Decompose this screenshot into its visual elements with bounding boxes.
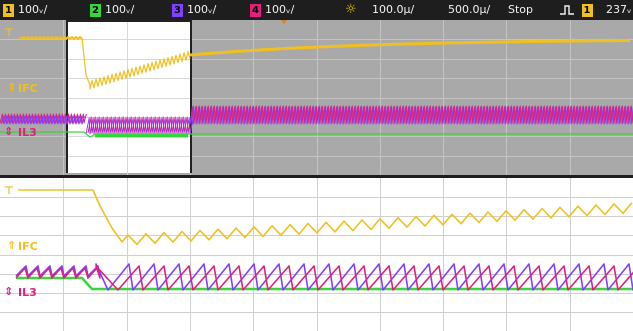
zoom-ifc-label-arrow: ⇑: [7, 239, 16, 252]
zoom-timebase[interactable]: 500.0µ/: [448, 2, 490, 18]
channel-2-badge: 2: [90, 3, 101, 17]
main-ch1-trace-recovery: [189, 39, 630, 57]
trigger-source-badge: 1: [581, 3, 593, 17]
zoom-waveform-plot: ⊤ ⇑ IFC ⇕ IL3: [0, 178, 633, 331]
run-state[interactable]: Stop: [508, 2, 533, 18]
main-ifc-label: IFC: [18, 82, 38, 95]
zoom-window-top-border: [66, 20, 192, 22]
main-il3-label: IL3: [18, 126, 37, 139]
main-ch4-band: [190, 105, 633, 124]
channel-1-badge: 1: [3, 3, 14, 17]
zoom-ch1-ground-marker: ⊤: [4, 184, 14, 197]
channel-2-scale-value: 100ᵥ/: [105, 3, 135, 16]
channel-1-scale[interactable]: 1 100ᵥ/: [3, 2, 47, 18]
zoom-ifc-label: IFC: [18, 240, 38, 253]
zoom-timebase-value: 500.0µ/: [448, 3, 491, 16]
window-divider: [0, 175, 633, 178]
main-timebase-value: 100.0µ/: [372, 3, 415, 16]
trigger-position-marker: [281, 20, 287, 24]
il3-ground-marker: ⇕: [4, 125, 13, 138]
run-state-value: Stop: [508, 3, 534, 16]
main-ch4-band-zoom: [87, 116, 192, 134]
time-reference-icon: ☼: [345, 2, 357, 17]
zoom-ch4-trace: [15, 265, 633, 291]
status-bar: 1 100ᵥ/ 2 100ᵥ/ 3 100ᵥ/ 4 100ᵥ/ ☼ 100.0µ/ 50…: [0, 0, 633, 20]
channel-3-scale-value: 100ᵥ/: [187, 3, 217, 16]
ifc-label-arrow: ⇑: [7, 81, 16, 94]
channel-4-badge: 4: [250, 3, 261, 17]
trigger-info[interactable]: 1 237ᵥ: [560, 2, 632, 18]
rising-edge-trigger-icon: [560, 5, 574, 15]
main-ch1-trace-zoom: [81, 37, 191, 90]
ch1-ground-marker: ⊤: [4, 26, 14, 39]
channel-4-scale[interactable]: 4 100ᵥ/: [250, 2, 294, 18]
main-traces: [0, 36, 633, 138]
zoom-waveform-window[interactable]: ⊤ ⇑ IFC ⇕ IL3: [0, 178, 633, 331]
channel-4-scale-value: 100ᵥ/: [265, 3, 295, 16]
main-timebase[interactable]: 100.0µ/: [372, 2, 414, 18]
zoom-window-right-border: [190, 21, 192, 173]
zoom-window-grid: [68, 20, 190, 175]
main-waveform-window[interactable]: ⊤ ⇑ IFC ⇕ IL3: [0, 20, 633, 175]
channel-1-scale-value: 100ᵥ/: [18, 3, 48, 16]
main-ch2-trace-pre: [0, 131, 633, 138]
zoom-window-region: [68, 21, 190, 173]
channel-3-badge: 3: [172, 3, 183, 17]
main-waveform-plot: ⊤ ⇑ IFC ⇕ IL3: [0, 20, 633, 175]
zoom-window-left-border: [66, 21, 68, 173]
zoom-ch2-trace: [16, 276, 633, 291]
zoom-ch1-trace: [18, 189, 633, 246]
zoom-plot-background: [0, 178, 633, 331]
trigger-level-value: 237ᵥ: [606, 3, 632, 16]
zoom-il3-ground-marker: ⇕: [4, 285, 13, 298]
time-reference[interactable]: ☼: [345, 2, 357, 18]
zoom-il3-label: IL3: [18, 286, 37, 299]
channel-2-scale[interactable]: 2 100ᵥ/: [90, 2, 134, 18]
main-ch3-band-pre: [0, 115, 85, 125]
zoom-traces: [15, 189, 633, 291]
channel-3-scale[interactable]: 3 100ᵥ/: [172, 2, 216, 18]
main-ch1-trace-pre: [19, 36, 83, 40]
